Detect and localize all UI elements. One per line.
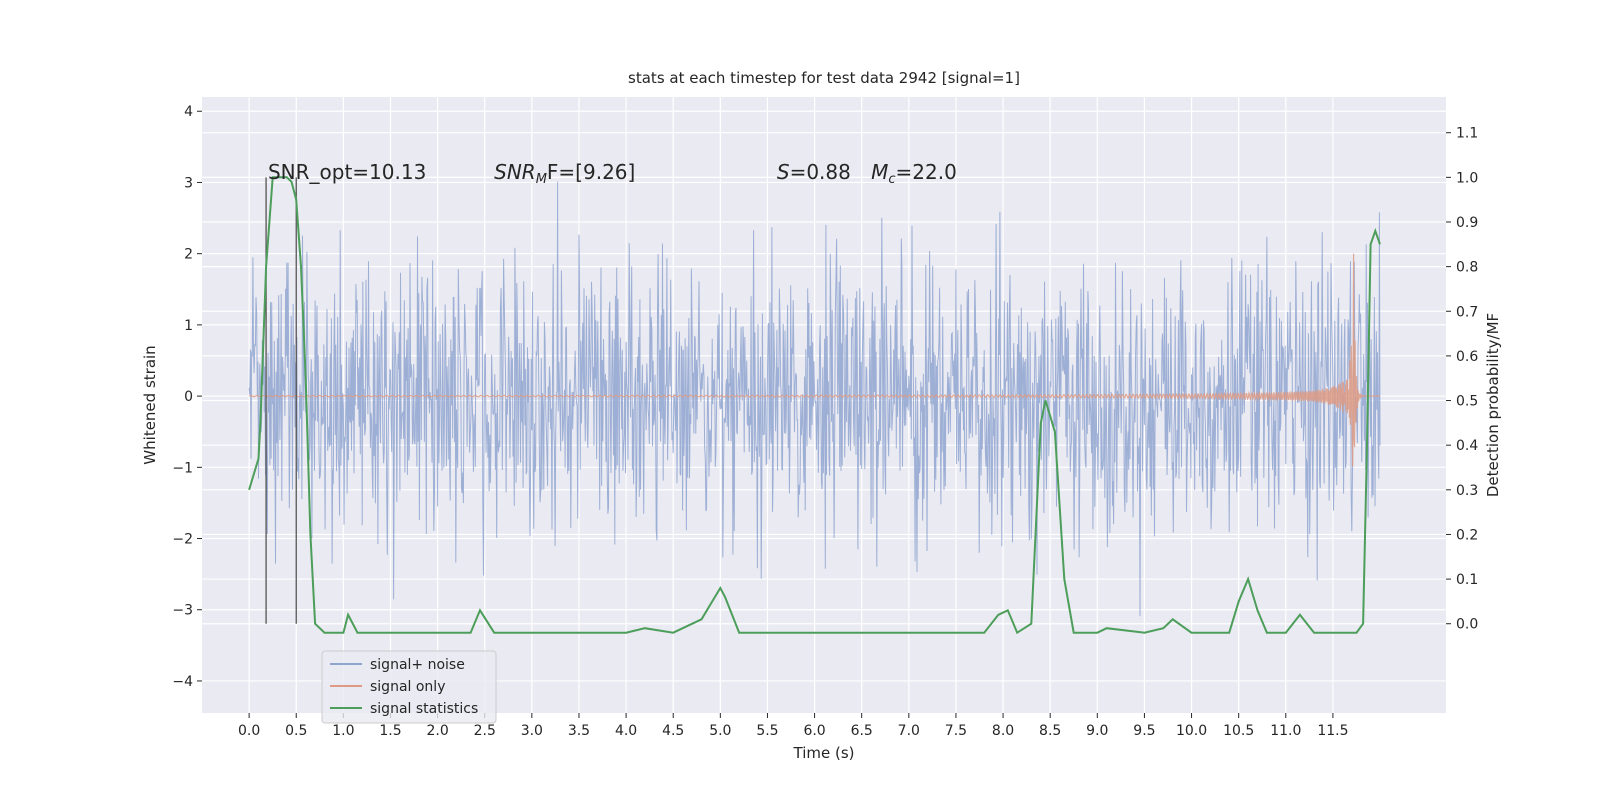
x-tick-label: 4.5: [662, 723, 684, 739]
x-tick-label: 9.0: [1086, 723, 1108, 739]
legend-label-signal-only: signal only: [370, 679, 445, 695]
y-right-tick-label: 0.1: [1456, 572, 1478, 588]
y-right-tick-label: 0.4: [1456, 438, 1478, 454]
vertical-markers: [265, 177, 297, 624]
y-tick-label: −2: [172, 532, 193, 548]
y-axis-label-right: Detection probability/MF: [1484, 313, 1502, 497]
series-signal-only: [248, 253, 1380, 467]
annotation-snr-mf-main: SNR: [494, 160, 536, 184]
x-tick-label: 5.0: [709, 723, 731, 739]
x-tick-label: 3.5: [568, 723, 590, 739]
y-right-tick-label: 0.7: [1456, 304, 1478, 320]
y-axis-label-left: Whitened strain: [141, 345, 159, 464]
x-tick-label: 9.5: [1133, 723, 1155, 739]
annotation-mc: Mc=22.0: [871, 160, 957, 187]
annotation-mc-tail: =22.0: [896, 160, 957, 184]
x-tick-label: 0.5: [285, 723, 307, 739]
x-tick-label: 7.0: [898, 723, 920, 739]
legend-label-signal-noise: signal+ noise: [370, 657, 465, 673]
x-tick-label: 8.5: [1039, 723, 1061, 739]
signal-statistics-line: [248, 176, 1381, 635]
x-tick-label: 0.0: [238, 723, 260, 739]
y-right-tick-label: 0.9: [1456, 215, 1478, 231]
annotation-snr-mf: SNRMF=[9.26]: [494, 160, 635, 187]
chart-title: stats at each timestep for test data 294…: [628, 69, 1020, 87]
annotation-mc-sub: c: [888, 172, 895, 187]
y-right-tick-label: 0.0: [1456, 617, 1478, 633]
x-tick-label: 1.5: [379, 723, 401, 739]
x-tick-label: 6.5: [851, 723, 873, 739]
x-tick-label: 2.5: [474, 723, 496, 739]
y-right-tick-label: 0.6: [1456, 349, 1478, 365]
x-tick-label: 4.0: [615, 723, 637, 739]
x-tick-label: 2.0: [426, 723, 448, 739]
signal-noise-line: [248, 181, 1381, 617]
y-tick-label: 1: [184, 318, 193, 334]
series-signal-statistics: [248, 176, 1381, 635]
legend: signal+ noise signal only signal statist…: [321, 650, 497, 724]
y-tick-label: 0: [184, 389, 193, 405]
y-right-tick-label: 1.1: [1456, 126, 1478, 142]
x-tick-label: 10.5: [1223, 723, 1254, 739]
y-right-tick-label: 1.0: [1456, 170, 1478, 186]
x-tick-label: 6.0: [803, 723, 825, 739]
y-right-tick-label: 0.2: [1456, 527, 1478, 543]
y-tick-label: −1: [172, 460, 193, 476]
x-tick-label: 8.0: [992, 723, 1014, 739]
x-tick-label: 3.0: [521, 723, 543, 739]
annotation-s-main: S: [777, 160, 790, 184]
y-right-tick-label: 0.8: [1456, 260, 1478, 276]
x-axis-label: Time (s): [793, 744, 855, 762]
legend-box: [321, 650, 497, 724]
y-tick-label: −3: [172, 603, 193, 619]
x-tick-label: 5.5: [756, 723, 778, 739]
series-signal-noise: [248, 181, 1381, 617]
x-tick-label: 11.0: [1270, 723, 1301, 739]
annotation-snr-opt: SNR_opt=10.13: [268, 160, 426, 184]
legend-label-signal-statistics: signal statistics: [370, 701, 478, 717]
annotation-s-tail: =0.88: [790, 160, 851, 184]
y-right-tick-label: 0.3: [1456, 483, 1478, 499]
annotation-mc-main: M: [871, 160, 888, 184]
x-tick-label: 10.0: [1176, 723, 1207, 739]
x-tick-label: 1.0: [332, 723, 354, 739]
annotation-s: S=0.88: [777, 160, 851, 184]
y-tick-label: 3: [184, 175, 193, 191]
x-tick-label: 11.5: [1317, 723, 1348, 739]
y-tick-label: 4: [184, 104, 193, 120]
y-tick-label: −4: [172, 674, 193, 690]
y-tick-label: 2: [184, 247, 193, 263]
annotation-snr-mf-tail: F=[9.26]: [547, 160, 635, 184]
annotation-snr-mf-sub: M: [536, 172, 547, 187]
signal-only-line: [248, 253, 1380, 467]
axes: 0.0 0.5 1.0 1.5 2.0 2.5 3.0 3.5 4.0 4.5 5.0 5.5 6.0 6…: [172, 104, 1478, 739]
y-right-tick-label: 0.5: [1456, 394, 1478, 410]
x-tick-label: 7.5: [945, 723, 967, 739]
